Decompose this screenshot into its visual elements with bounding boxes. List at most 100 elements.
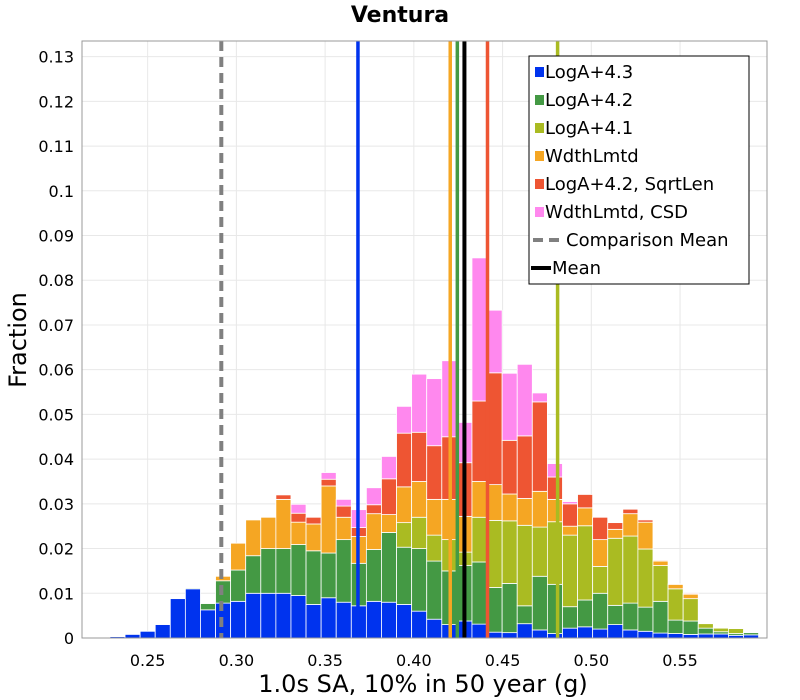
x-tick-label: 0.35: [307, 651, 343, 670]
bar-segment: [516, 435, 533, 499]
y-tick-label: 0.01: [38, 584, 74, 603]
bar-segment: [200, 609, 216, 639]
legend-label: LogA+4.1: [545, 118, 633, 139]
bar-segment: [531, 392, 548, 403]
bar-segment: [486, 587, 503, 633]
bar-segment: [396, 604, 413, 639]
bar-segment: [562, 525, 578, 536]
bar-segment: [426, 534, 443, 562]
bar-segment: [652, 559, 669, 562]
bar-segment: [245, 519, 262, 557]
bar-segment: [426, 378, 443, 447]
bar-segment: [396, 522, 413, 548]
legend-swatch: [535, 151, 544, 161]
legend-label: WdthLmtd, CSD: [545, 202, 688, 223]
bar-segment: [607, 528, 624, 539]
bar-segment: [652, 560, 669, 566]
bar-segment: [577, 626, 594, 639]
legend-label: Comparison Mean: [566, 230, 729, 251]
bar-segment: [396, 486, 413, 524]
bar-segment: [562, 534, 578, 608]
bar-segment: [607, 537, 624, 606]
bar-segment: [290, 544, 307, 596]
bar-segment: [501, 520, 518, 584]
bar-segment: [305, 604, 322, 639]
bar-segment: [577, 525, 594, 601]
bar-segment: [622, 602, 639, 631]
bar-segment: [200, 603, 216, 611]
bar-segment: [697, 633, 714, 639]
y-tick-label: 0.12: [38, 92, 74, 111]
mean-lines: [219, 41, 560, 638]
bar-segment: [184, 587, 201, 590]
bar-segment: [516, 605, 533, 625]
legend-label: LogA+4.2: [545, 90, 633, 111]
bar-segment: [260, 516, 277, 549]
bar-segment: [501, 632, 518, 639]
bar-segment: [546, 498, 563, 523]
bar-segment: [471, 257, 488, 402]
bar-segment: [531, 401, 548, 492]
bar-segment: [335, 601, 352, 639]
bar-segment: [682, 592, 699, 595]
bar-segment: [411, 481, 428, 518]
bar-segment: [290, 503, 307, 514]
bar-segment: [426, 560, 443, 620]
bar-segment: [260, 548, 277, 594]
bar-segment: [471, 561, 488, 625]
bar-segment: [712, 627, 729, 633]
y-tick-label: 0.06: [38, 361, 74, 380]
bar-segment: [607, 624, 624, 639]
bar-segment: [577, 599, 594, 628]
bar-segment: [184, 588, 201, 639]
bar-segment: [335, 539, 352, 603]
y-tick-label: 0.1: [49, 182, 74, 201]
bar-segment: [381, 478, 397, 515]
bar-segment: [245, 555, 262, 594]
bars: [109, 257, 759, 639]
bar-segment: [169, 598, 186, 639]
bar-segment: [501, 372, 518, 441]
legend: LogA+4.3 LogA+4.2 LogA+4.1 WdthLmtd LogA+4.2…: [528, 55, 750, 285]
bar-segment: [381, 601, 397, 639]
plot-area-frame: [81, 40, 768, 639]
legend-swatch: [535, 207, 544, 217]
bar-segment: [516, 623, 533, 639]
x-axis-label: 1.0s SA, 10% in 50 year (g): [258, 670, 587, 698]
bar-segment: [245, 592, 262, 639]
bar-segment: [426, 498, 443, 536]
bar-segment: [592, 592, 609, 630]
bar-segment: [426, 445, 443, 500]
legend-swatch: [535, 123, 544, 133]
legend-label: LogA+4.2, SqrtLen: [545, 174, 714, 195]
bar-segment: [562, 606, 578, 629]
bar-segment: [501, 439, 518, 495]
legend-swatch: [535, 179, 544, 189]
bar-segment: [396, 432, 413, 488]
bar-segment: [607, 522, 624, 530]
bar-segment: [365, 513, 382, 550]
y-tick-label: 0.13: [38, 48, 74, 67]
x-tick-label: 0.30: [219, 651, 255, 670]
bar-segment: [381, 456, 397, 480]
y-tick-label: 0.03: [38, 495, 74, 514]
legend-label: Mean: [552, 258, 601, 279]
bar-segment: [712, 633, 729, 639]
bar-segment: [320, 597, 337, 639]
bar-segment: [230, 569, 247, 602]
y-tick-label: 0.04: [38, 450, 74, 469]
bar-segment: [139, 630, 156, 639]
bar-segment: [592, 539, 609, 567]
bar-segment: [411, 610, 428, 639]
bar-segment: [516, 524, 533, 607]
bar-segment: [697, 623, 714, 629]
bar-segment: [305, 550, 322, 605]
y-tick-label: 0.02: [38, 540, 74, 559]
bar-segment: [260, 592, 277, 639]
bar-segment: [501, 583, 518, 634]
bar-segment: [486, 519, 503, 588]
bar-segment: [667, 633, 684, 639]
bar-segment: [682, 634, 699, 639]
bar-segment: [320, 485, 337, 554]
bar-segment: [381, 514, 397, 533]
